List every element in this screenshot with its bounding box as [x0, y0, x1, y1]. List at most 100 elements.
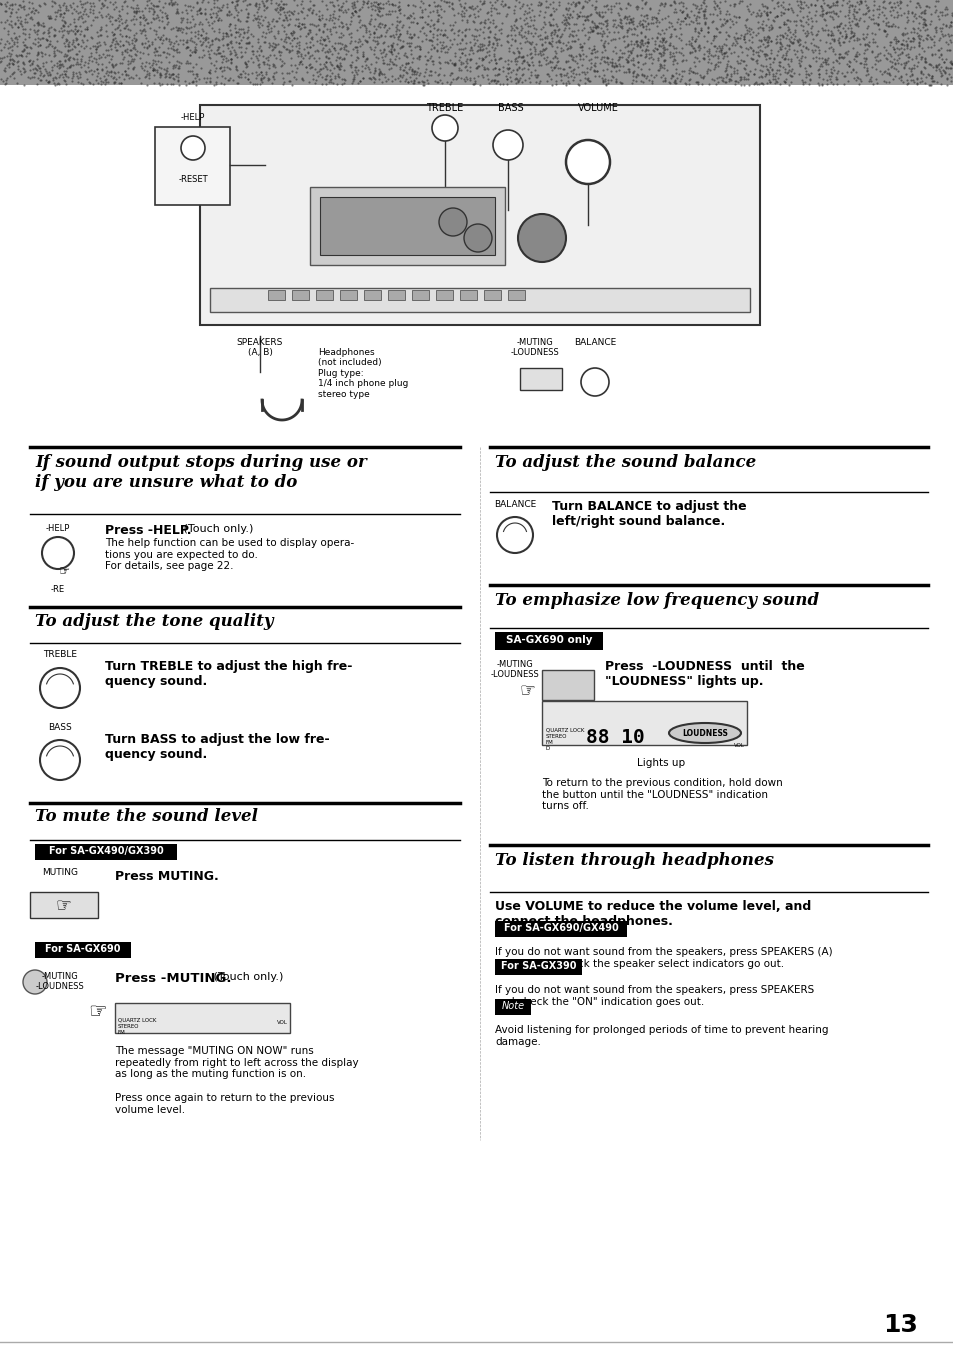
Point — [472, 12, 487, 34]
Point — [892, 66, 907, 88]
Point — [462, 39, 477, 61]
Point — [136, 36, 152, 58]
Point — [458, 0, 474, 20]
Point — [391, 42, 406, 63]
Point — [618, 8, 634, 30]
Point — [66, 30, 81, 51]
Point — [740, 0, 756, 22]
Point — [713, 15, 728, 36]
Point — [312, 58, 327, 80]
Point — [400, 32, 416, 54]
Point — [395, 30, 411, 51]
Point — [256, 0, 272, 18]
Point — [290, 15, 305, 36]
Point — [292, 51, 307, 73]
Point — [479, 42, 495, 63]
Point — [114, 43, 130, 65]
Point — [4, 16, 19, 38]
Point — [333, 46, 348, 67]
Point — [806, 0, 821, 15]
Point — [697, 12, 712, 34]
Point — [229, 0, 244, 16]
Point — [20, 66, 35, 88]
Point — [223, 49, 238, 70]
Point — [481, 26, 497, 47]
Point — [476, 0, 491, 13]
Point — [97, 32, 112, 54]
Point — [372, 39, 387, 61]
Point — [756, 0, 771, 22]
Point — [596, 22, 611, 43]
Point — [182, 45, 197, 66]
Point — [576, 18, 591, 39]
Point — [301, 19, 316, 40]
Point — [239, 22, 254, 43]
Point — [31, 0, 47, 15]
Point — [450, 3, 465, 24]
Point — [15, 18, 30, 39]
Point — [332, 53, 347, 74]
Point — [805, 47, 821, 69]
Point — [456, 0, 472, 13]
Point — [691, 39, 706, 61]
Point — [549, 26, 564, 47]
Point — [841, 11, 856, 32]
Point — [633, 4, 648, 26]
Point — [798, 63, 813, 85]
Point — [523, 46, 538, 67]
Point — [407, 59, 422, 81]
Point — [678, 49, 693, 70]
Point — [630, 12, 645, 34]
Point — [902, 22, 918, 43]
Point — [77, 0, 92, 13]
Point — [685, 62, 700, 84]
Point — [825, 51, 841, 73]
Point — [318, 0, 334, 16]
Point — [326, 38, 341, 59]
Point — [783, 49, 799, 70]
Point — [811, 4, 826, 26]
Point — [386, 26, 401, 47]
Point — [248, 0, 263, 18]
Point — [749, 42, 764, 63]
Point — [195, 39, 211, 61]
Point — [897, 31, 912, 53]
Point — [818, 59, 833, 81]
Point — [77, 0, 92, 20]
Point — [616, 26, 631, 47]
Point — [56, 32, 71, 54]
Point — [231, 73, 246, 94]
Point — [14, 45, 30, 66]
Point — [286, 20, 301, 42]
Point — [651, 0, 666, 20]
Point — [45, 35, 60, 57]
Point — [83, 42, 98, 63]
Point — [928, 71, 943, 93]
Point — [613, 9, 628, 31]
Point — [429, 40, 444, 62]
Point — [586, 46, 601, 67]
Point — [737, 13, 752, 35]
Point — [302, 13, 317, 35]
Point — [663, 12, 679, 34]
Point — [488, 73, 503, 94]
Point — [258, 0, 274, 12]
Point — [116, 67, 132, 89]
Point — [270, 1, 285, 23]
Point — [317, 42, 333, 63]
Point — [798, 0, 813, 16]
Point — [689, 73, 704, 94]
Point — [411, 49, 426, 70]
Point — [802, 18, 818, 39]
Point — [213, 0, 229, 18]
Point — [200, 40, 215, 62]
Point — [290, 42, 305, 63]
Point — [899, 35, 914, 57]
Point — [17, 34, 32, 55]
Point — [607, 9, 622, 31]
Point — [40, 70, 55, 92]
Point — [762, 39, 778, 61]
Point — [423, 28, 438, 50]
Point — [638, 0, 653, 12]
Point — [605, 55, 620, 77]
